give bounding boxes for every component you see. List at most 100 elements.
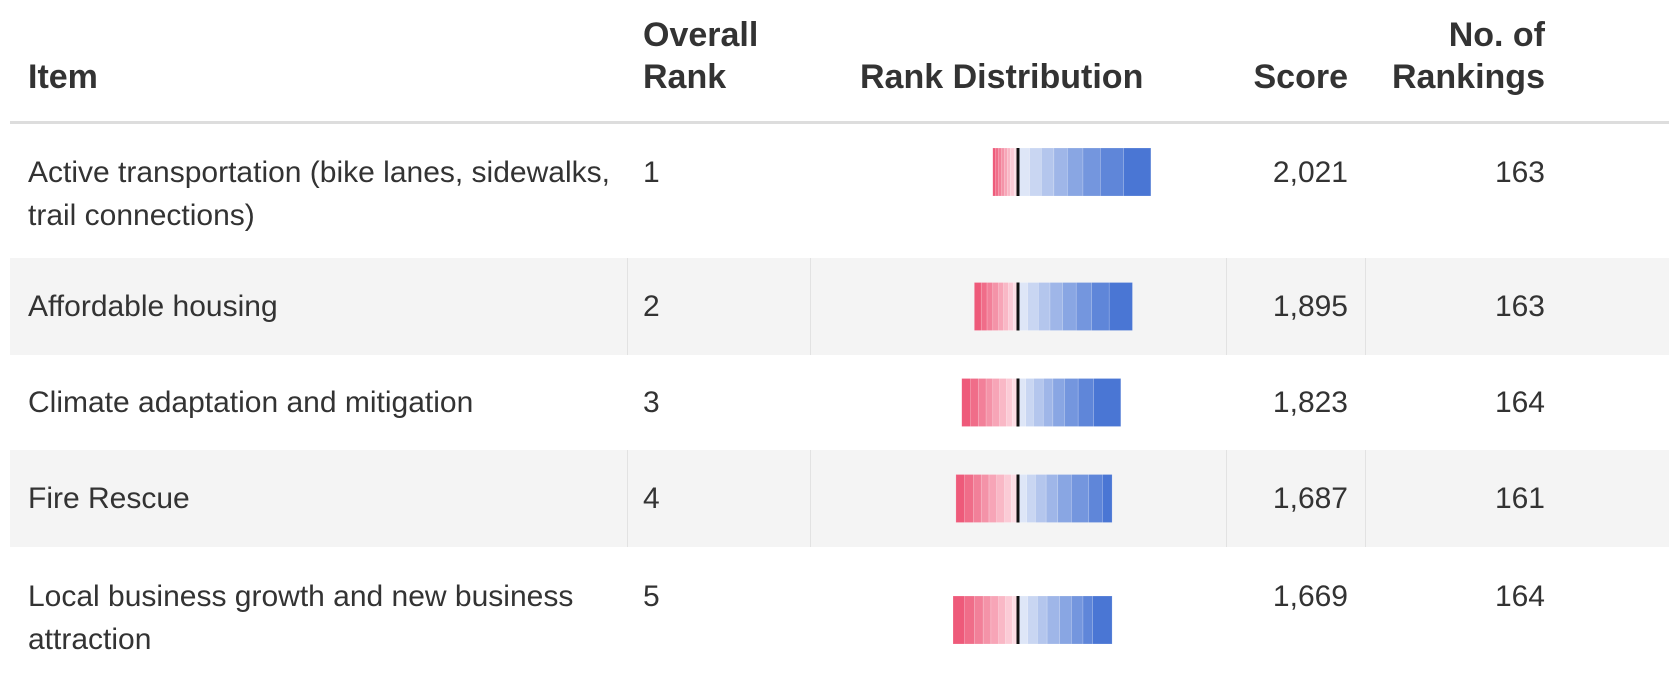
distribution-segment (1008, 282, 1014, 331)
distribution-midline (1016, 474, 1020, 523)
distribution-segment (964, 474, 974, 523)
distribution-segment (1064, 378, 1079, 427)
distribution-segment (1092, 595, 1113, 645)
distribution-segment (1041, 147, 1055, 197)
distribution-segment (985, 378, 994, 427)
distribution-segment (1026, 474, 1036, 523)
distribution-segment (1102, 474, 1113, 523)
distribution-segment (1057, 474, 1072, 523)
item-name: Local business growth and new business a… (28, 580, 574, 656)
header-overall-rank: Overall Rank (643, 16, 759, 96)
distribution-segment (980, 282, 988, 331)
item-name: Fire Rescue (28, 482, 190, 515)
rankings-count: 163 (1494, 290, 1545, 323)
header-rankings: No. of Rankings (1391, 16, 1545, 96)
table-row: Fire Rescue 4 1,687 161 (10, 450, 1669, 547)
score: 2,021 (1272, 156, 1348, 189)
rank-distribution (955, 474, 1113, 523)
distribution-segment (996, 474, 1005, 523)
distribution-segment (1029, 147, 1042, 197)
distribution-segment (1049, 282, 1063, 331)
distribution-segment (1038, 282, 1051, 331)
overall-rank: 4 (643, 482, 660, 515)
rank-distribution (961, 378, 1122, 427)
distribution-segment (1100, 147, 1124, 197)
rankings-count: 161 (1494, 482, 1545, 515)
distribution-segment (974, 595, 984, 645)
distribution-segment (1082, 147, 1101, 197)
overall-rank: 5 (643, 580, 660, 613)
distribution-segment (1017, 147, 1030, 197)
distribution-segment (955, 474, 965, 523)
distribution-segment (1009, 147, 1015, 197)
distribution-segment (1046, 595, 1060, 645)
score: 1,895 (1272, 290, 1348, 323)
distribution-segment (988, 474, 997, 523)
distribution-segment (1123, 147, 1152, 197)
distribution-segment (961, 378, 971, 427)
distribution-segment (1007, 147, 1011, 197)
distribution-segment (964, 595, 975, 645)
header-score: Score (1253, 58, 1349, 96)
distribution-segment (998, 595, 1006, 645)
distribution-segment (1033, 378, 1044, 427)
distribution-segment (1037, 595, 1048, 645)
distribution-segment (973, 474, 982, 523)
column-separator (627, 450, 628, 547)
distribution-segment (1093, 378, 1122, 427)
table-row: Active transportation (bike lanes, sidew… (10, 123, 1669, 258)
distribution-segment (1053, 147, 1068, 197)
rankings-count: 163 (1494, 156, 1545, 189)
score: 1,823 (1272, 386, 1348, 419)
item-name: Climate adaptation and mitigation (28, 386, 474, 419)
distribution-segment (1075, 282, 1092, 331)
distribution-segment (1071, 595, 1084, 645)
rankings-count: 164 (1494, 386, 1545, 419)
distribution-segment (1042, 378, 1054, 427)
column-separator (1365, 450, 1366, 547)
overall-rank: 2 (643, 290, 660, 323)
distribution-midline (1016, 378, 1020, 427)
distribution-segment (952, 595, 965, 645)
distribution-segment (1108, 282, 1133, 331)
column-separator (1226, 450, 1227, 547)
distribution-segment (992, 378, 1000, 427)
distribution-segment (999, 378, 1007, 427)
header-rank-distribution: Rank Distribution (860, 58, 1144, 96)
distribution-segment (1006, 378, 1013, 427)
distribution-segment (1025, 378, 1034, 427)
score: 1,687 (1272, 482, 1348, 515)
column-separator (810, 258, 811, 355)
column-separator (810, 450, 811, 547)
distribution-segment (982, 595, 992, 645)
header-divider (10, 121, 1669, 124)
distribution-segment (980, 474, 990, 523)
distribution-segment (970, 378, 979, 427)
distribution-segment (998, 282, 1004, 331)
overall-rank: 3 (643, 386, 660, 419)
distribution-segment (977, 378, 987, 427)
column-separator (1226, 258, 1227, 355)
distribution-segment (1062, 282, 1077, 331)
distribution-segment (992, 282, 999, 331)
rank-distribution (952, 595, 1113, 645)
distribution-segment (1082, 595, 1093, 645)
rankings-count: 164 (1494, 580, 1545, 613)
distribution-segment (986, 282, 994, 331)
distribution-segment (1004, 474, 1012, 523)
rank-distribution (974, 282, 1133, 331)
distribution-segment (974, 282, 982, 331)
distribution-midline (1016, 148, 1020, 196)
table-row: Local business growth and new business a… (10, 547, 1669, 693)
distribution-segment (1003, 282, 1009, 331)
distribution-segment (1045, 474, 1059, 523)
distribution-segment (1052, 378, 1065, 427)
distribution-midline (1016, 282, 1020, 331)
distribution-segment (1077, 378, 1094, 427)
table-row: Climate adaptation and mitigation 3 1,823 1… (10, 355, 1669, 450)
distribution-midline (1016, 596, 1020, 644)
distribution-segment (1088, 474, 1103, 523)
score: 1,669 (1272, 580, 1348, 613)
distribution-segment (1091, 282, 1110, 331)
